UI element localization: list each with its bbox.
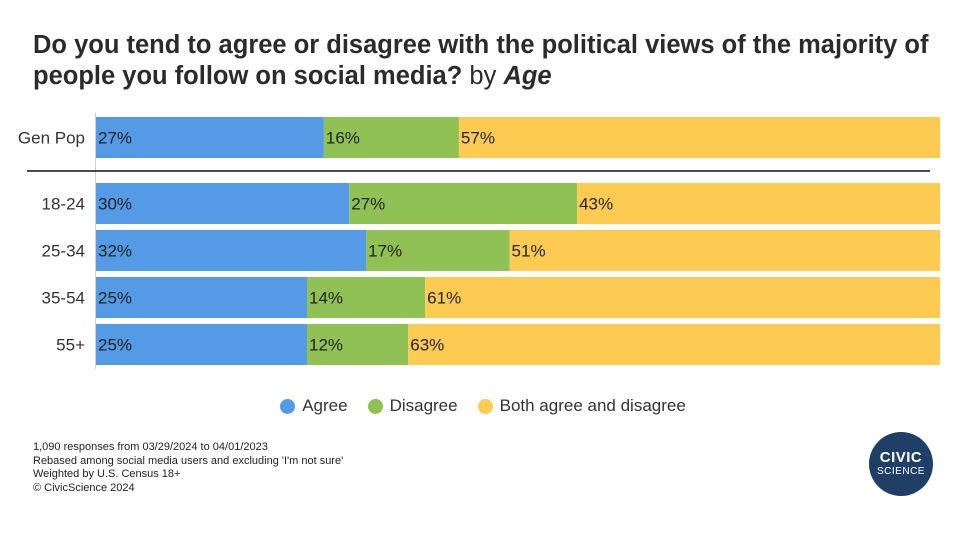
bar-both-agree-and-disagree-25-34 [509, 230, 940, 271]
bar-disagree-55 [307, 324, 409, 365]
data-label-both-agree-and-disagree-55: 63% [410, 336, 444, 355]
legend-label-disagree: Disagree [389, 396, 458, 415]
data-label-disagree-18-24: 27% [351, 195, 385, 214]
data-label-agree-18-24: 30% [98, 195, 132, 214]
bar-both-agree-and-disagree-18-24 [577, 183, 940, 224]
bar-agree-25-34 [96, 230, 367, 271]
footnote-responses: 1,090 responses from 03/29/2024 to 04/01… [33, 441, 268, 453]
legend-item-both: Both agree and disagree [477, 396, 686, 416]
data-label-agree-25-34: 32% [98, 242, 132, 261]
legend-swatch-disagree [367, 398, 383, 414]
data-label-both-agree-and-disagree-18-24: 43% [579, 195, 613, 214]
bar-both-agree-and-disagree-55 [408, 324, 940, 365]
bar-disagree-35-54 [307, 277, 426, 318]
chart-legend: Agree Disagree Both agree and disagree [0, 396, 966, 416]
data-label-agree-gen-pop: 27% [98, 129, 132, 148]
logo-text-civic: CIVIC [879, 449, 923, 466]
data-label-disagree-35-54: 14% [309, 289, 343, 308]
civicscience-logo: CIVIC SCIENCE [869, 432, 933, 496]
bar-disagree-gen-pop [323, 117, 459, 158]
bar-both-agree-and-disagree-gen-pop [458, 117, 940, 158]
legend-swatch-both [477, 398, 493, 414]
bar-agree-55 [96, 324, 307, 365]
logo-text-science: SCIENCE [877, 466, 925, 477]
category-label-55: 55+ [56, 336, 85, 355]
footnote-copyright: © CivicScience 2024 [33, 481, 135, 494]
footnotes: 1,090 responses from 03/29/2024 to 04/01… [33, 441, 343, 495]
data-label-both-agree-and-disagree-25-34: 51% [512, 242, 546, 261]
chart-title: Do you tend to agree or disagree with th… [33, 30, 933, 92]
data-label-agree-35-54: 25% [98, 289, 132, 308]
bar-disagree-25-34 [366, 230, 510, 271]
chart-title-by: by [469, 62, 497, 90]
category-label-18-24: 18-24 [42, 195, 85, 214]
data-label-disagree-gen-pop: 16% [326, 129, 360, 148]
chart-title-by-value: Age [503, 62, 552, 90]
bar-agree-35-54 [96, 277, 307, 318]
legend-swatch-agree [280, 398, 296, 414]
data-label-disagree-55: 12% [309, 336, 343, 355]
legend-item-disagree: Disagree [367, 396, 458, 416]
bar-agree-gen-pop [96, 117, 324, 158]
legend-label-both: Both agree and disagree [499, 396, 686, 415]
chart-title-main: Do you tend to agree or disagree with th… [33, 31, 929, 90]
bar-agree-18-24 [96, 183, 350, 224]
data-label-disagree-25-34: 17% [368, 242, 402, 261]
legend-label-agree: Agree [302, 396, 348, 415]
bar-both-agree-and-disagree-35-54 [425, 277, 940, 318]
data-label-both-agree-and-disagree-35-54: 61% [427, 289, 461, 308]
category-label-25-34: 25-34 [42, 242, 85, 261]
data-label-agree-55: 25% [98, 336, 132, 355]
stacked-bar-chart: Gen Pop 27% 16% 57% 18-24 30% 27% 43% 25-34 32% 17… [18, 113, 940, 369]
category-label-gen-pop: Gen Pop [18, 129, 85, 148]
footnote-weighting: Weighted by U.S. Census 18+ [33, 468, 181, 480]
category-label-35-54: 35-54 [42, 289, 85, 308]
footnote-rebased: Rebased among social media users and exc… [33, 454, 344, 467]
bar-disagree-18-24 [349, 183, 578, 224]
legend-item-agree: Agree [280, 396, 348, 416]
data-label-both-agree-and-disagree-gen-pop: 57% [461, 129, 495, 148]
